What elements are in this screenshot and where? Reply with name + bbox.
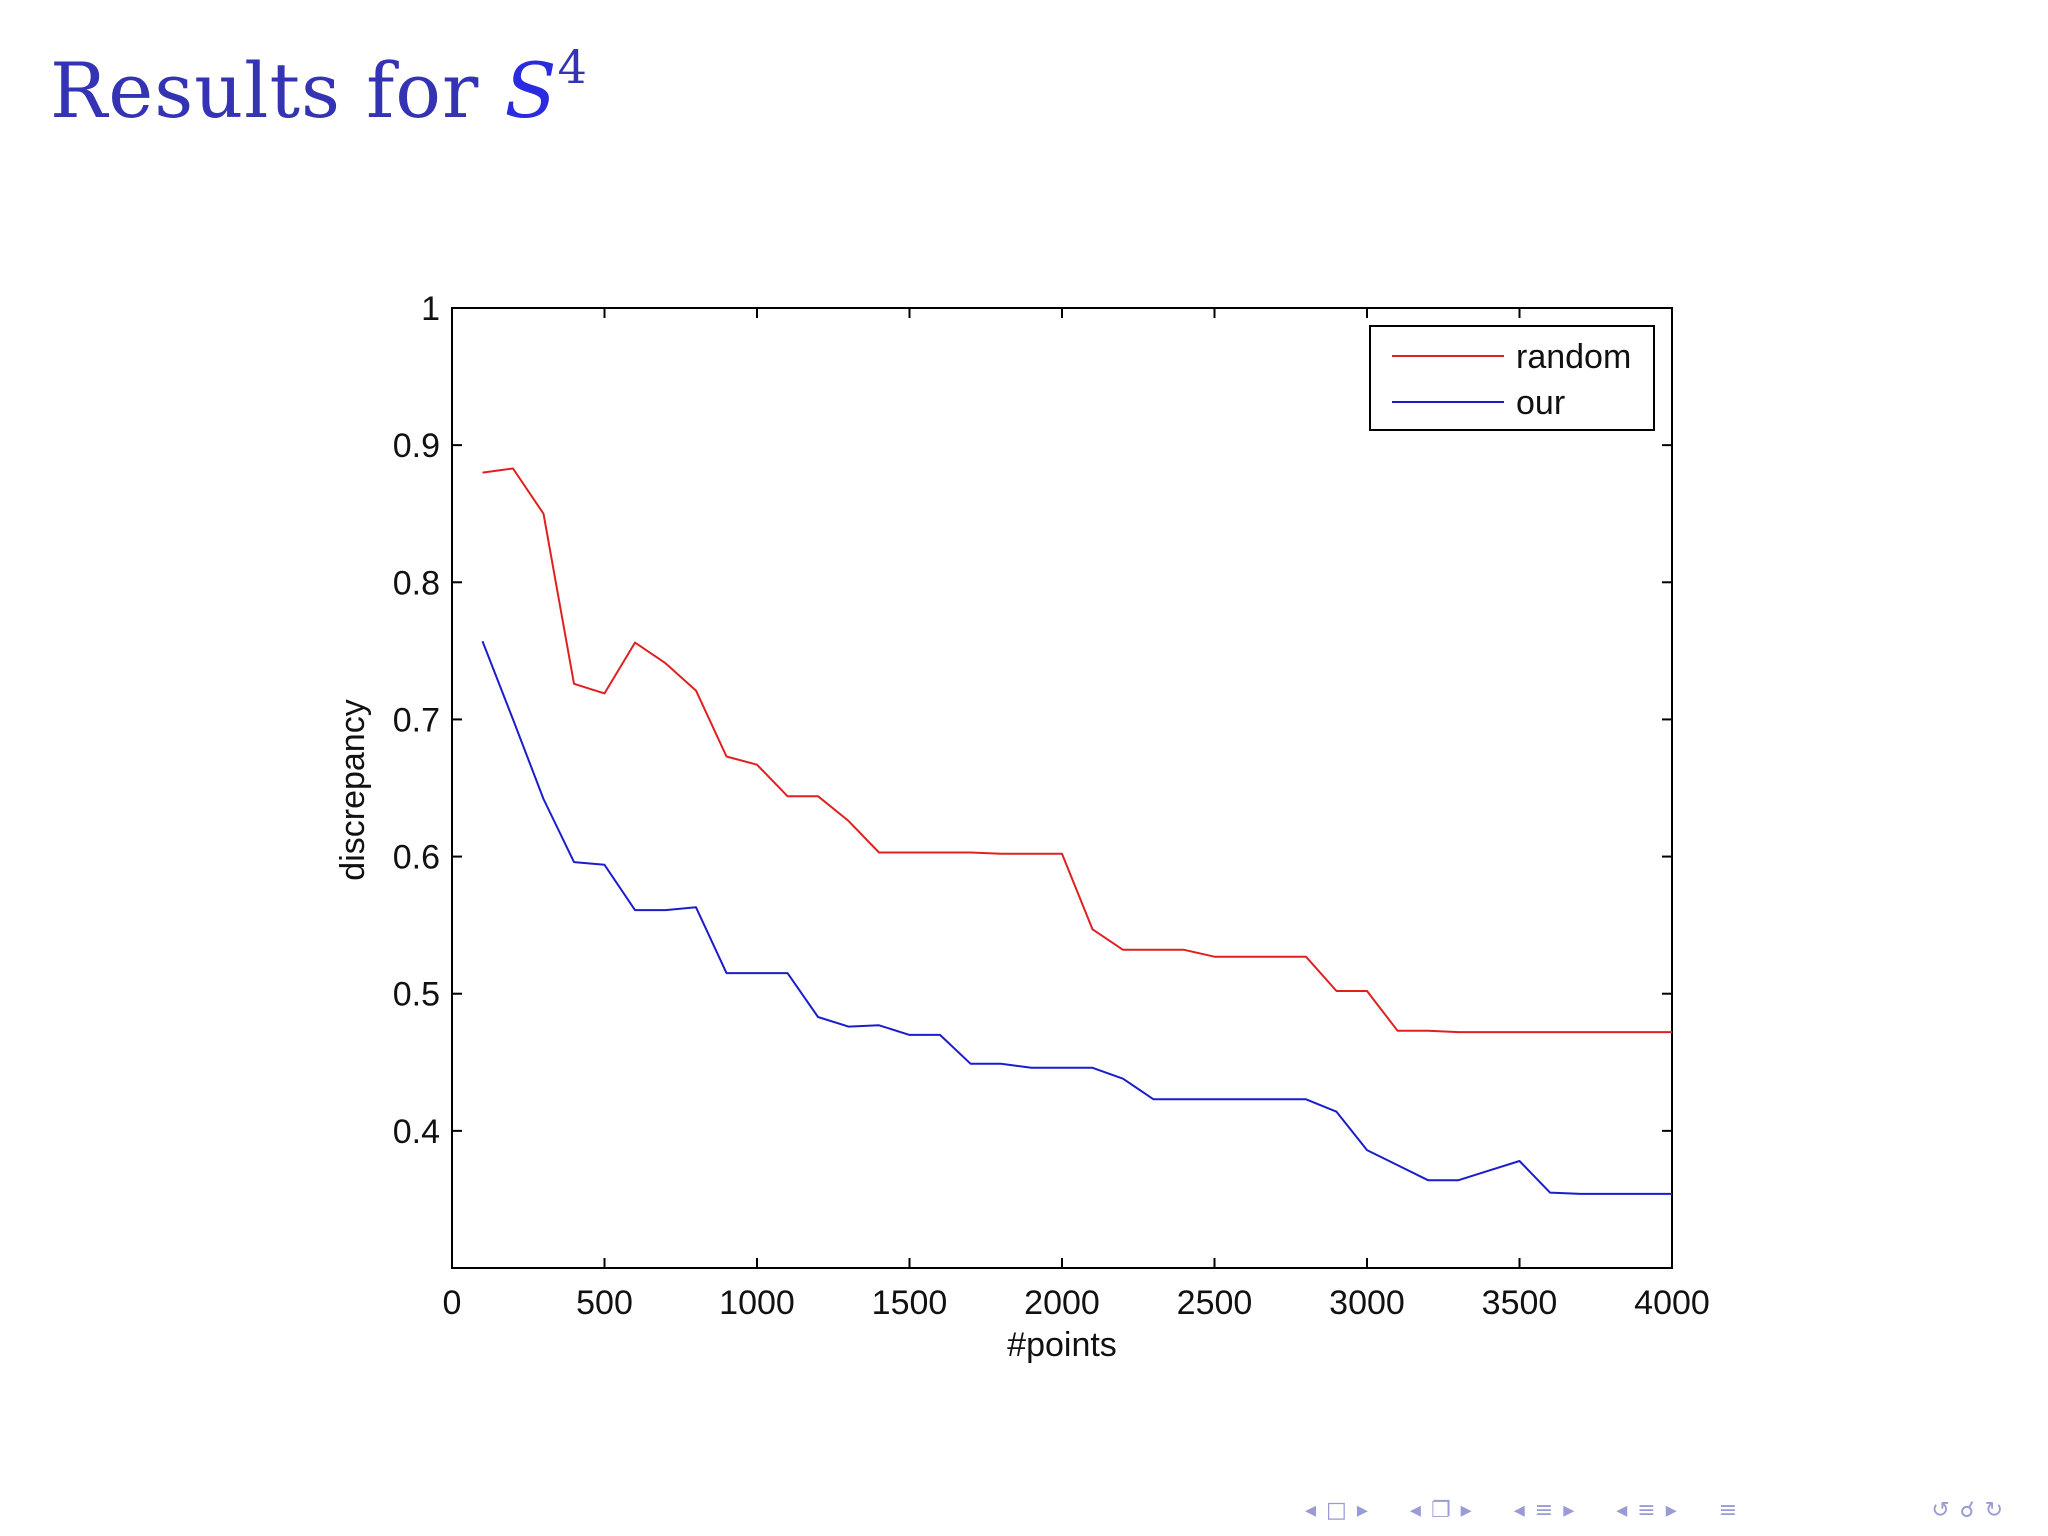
x-tick-label: 4000 (1634, 1284, 1710, 1322)
nav-subsection-group: ◂ ❐ ▸ (1405, 1498, 1477, 1523)
nav-toc-group: ≡ (1714, 1498, 1742, 1523)
undo-icon[interactable]: ↺ (1931, 1497, 1950, 1523)
x-tick-label: 2500 (1177, 1284, 1253, 1322)
y-axis-label: discrepancy (334, 699, 372, 880)
series-line-our (481, 640, 1672, 1195)
y-tick-label: 0.6 (393, 839, 440, 877)
y-tick-label: 0.8 (393, 564, 440, 602)
slide-title-math: S (504, 46, 558, 135)
arrow-right-icon[interactable]: ▸ (1563, 1497, 1575, 1523)
arrow-left-icon[interactable]: ◂ (1616, 1497, 1628, 1523)
section-icon[interactable]: ≡ (1718, 1497, 1738, 1523)
x-tick-label: 2000 (1024, 1284, 1100, 1322)
nav-section-group: ◂ ≡ ▸ (1509, 1498, 1580, 1523)
slide-title-text: Results for (50, 46, 480, 135)
x-tick-label: 1000 (719, 1284, 795, 1322)
x-tick-label: 0 (443, 1284, 462, 1322)
nav-search-group: ↺ ☌ ↻ (1926, 1498, 2008, 1523)
legend-label-random: random (1516, 338, 1631, 376)
arrow-right-icon[interactable]: ▸ (1460, 1497, 1472, 1523)
arrow-left-icon[interactable]: ◂ (1409, 1497, 1421, 1523)
y-tick-label: 0.4 (393, 1113, 440, 1151)
legend-label-our: our (1516, 384, 1565, 422)
slide-title: Results for S4 (50, 40, 588, 135)
x-axis-label: #points (1007, 1326, 1117, 1364)
x-tick-label: 500 (576, 1284, 633, 1322)
slide-title-superscript: 4 (557, 40, 588, 94)
arrow-left-icon[interactable]: ◂ (1513, 1497, 1525, 1523)
section-icon[interactable]: ≡ (1534, 1497, 1554, 1523)
y-tick-label: 0.5 (393, 976, 440, 1014)
section-icon[interactable]: ≡ (1637, 1497, 1656, 1523)
y-tick-label: 1 (421, 290, 440, 328)
subsection-icon[interactable]: ❐ (1430, 1497, 1451, 1523)
arrow-left-icon[interactable]: ◂ (1305, 1497, 1317, 1523)
redo-icon[interactable]: ↻ (1984, 1497, 2003, 1523)
zoom-icon[interactable]: ☌ (1959, 1497, 1975, 1523)
arrow-right-icon[interactable]: ▸ (1356, 1497, 1368, 1523)
y-tick-label: 0.9 (393, 427, 440, 465)
y-tick-label: 0.7 (393, 701, 440, 739)
beamer-navigation-bar: ◂ □ ▸ ◂ ❐ ▸ ◂ ≡ ▸ ◂ ≡ ▸ ≡ ↺ ☌ ↻ (1300, 1492, 2040, 1528)
series-line-random (482, 467, 1672, 1034)
x-tick-label: 1500 (872, 1284, 948, 1322)
frame-icon[interactable]: □ (1326, 1497, 1347, 1523)
nav-frame-group: ◂ □ ▸ (1300, 1498, 1373, 1523)
nav-part-group: ◂ ≡ ▸ (1611, 1498, 1682, 1523)
legend (1369, 325, 1655, 431)
x-tick-label: 3500 (1482, 1284, 1558, 1322)
arrow-right-icon[interactable]: ▸ (1665, 1497, 1677, 1523)
plot-area (451, 307, 1673, 1269)
x-tick-label: 3000 (1329, 1284, 1405, 1322)
